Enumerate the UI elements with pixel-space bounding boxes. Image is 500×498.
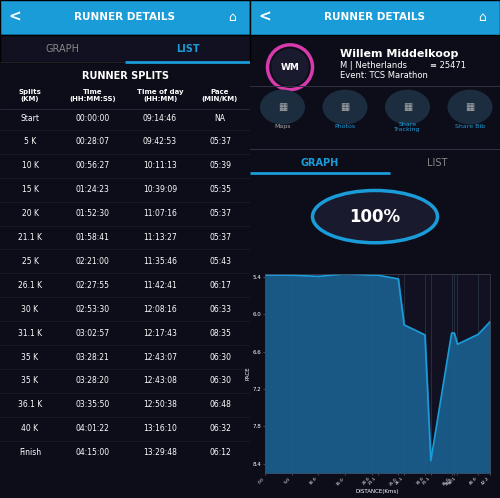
Text: 13:29:48: 13:29:48 bbox=[143, 448, 177, 457]
Text: 10:39:09: 10:39:09 bbox=[143, 185, 177, 194]
Ellipse shape bbox=[312, 191, 438, 243]
Text: Finish: Finish bbox=[19, 448, 41, 457]
Text: GRAPH: GRAPH bbox=[301, 158, 339, 168]
Text: Start: Start bbox=[20, 114, 40, 123]
Text: Maps: Maps bbox=[274, 124, 291, 129]
Text: ⌂: ⌂ bbox=[228, 11, 236, 24]
Text: Event: TCS Marathon: Event: TCS Marathon bbox=[340, 71, 428, 80]
Text: 05:35: 05:35 bbox=[209, 185, 231, 194]
Text: NA: NA bbox=[214, 114, 226, 123]
Text: 25 K: 25 K bbox=[22, 257, 38, 266]
Text: 40 K: 40 K bbox=[22, 424, 38, 433]
Text: Splits
(KM): Splits (KM) bbox=[18, 89, 42, 103]
Text: Share Bib: Share Bib bbox=[455, 124, 485, 129]
Text: Photos: Photos bbox=[334, 124, 355, 129]
Text: 30 K: 30 K bbox=[22, 305, 38, 314]
Text: 15 K: 15 K bbox=[22, 185, 38, 194]
Text: 05:37: 05:37 bbox=[209, 233, 231, 242]
Text: 5 K: 5 K bbox=[24, 137, 36, 146]
Text: LIST: LIST bbox=[176, 44, 200, 54]
Text: 12:08:16: 12:08:16 bbox=[143, 305, 177, 314]
Text: Time of day
(HH:MM): Time of day (HH:MM) bbox=[136, 89, 184, 103]
Text: WM: WM bbox=[280, 63, 299, 72]
Ellipse shape bbox=[385, 90, 430, 124]
Text: 05:39: 05:39 bbox=[209, 161, 231, 170]
Text: 04:15:00: 04:15:00 bbox=[76, 448, 110, 457]
Text: 12:50:38: 12:50:38 bbox=[143, 400, 177, 409]
Text: 11:07:16: 11:07:16 bbox=[143, 209, 177, 218]
Text: ▦: ▦ bbox=[466, 102, 474, 112]
Text: 20 K: 20 K bbox=[22, 209, 38, 218]
Text: 06:48: 06:48 bbox=[209, 400, 231, 409]
Text: 11:35:46: 11:35:46 bbox=[143, 257, 177, 266]
Text: 11:42:41: 11:42:41 bbox=[143, 281, 177, 290]
Text: ▦: ▦ bbox=[278, 102, 287, 112]
Text: 08:35: 08:35 bbox=[209, 329, 231, 338]
FancyBboxPatch shape bbox=[250, 0, 500, 35]
Text: RUNNER DETAILS: RUNNER DETAILS bbox=[74, 12, 176, 22]
Text: 06:30: 06:30 bbox=[209, 376, 231, 385]
Text: 01:24:23: 01:24:23 bbox=[76, 185, 110, 194]
FancyBboxPatch shape bbox=[0, 0, 250, 35]
Text: 13:16:10: 13:16:10 bbox=[143, 424, 177, 433]
FancyBboxPatch shape bbox=[0, 35, 250, 62]
Ellipse shape bbox=[448, 90, 492, 124]
Text: 00:56:27: 00:56:27 bbox=[76, 161, 110, 170]
Text: GRAPH: GRAPH bbox=[46, 44, 80, 54]
Text: 10 K: 10 K bbox=[22, 161, 38, 170]
Text: ≡ 25471: ≡ 25471 bbox=[430, 61, 466, 70]
Text: 12:43:07: 12:43:07 bbox=[143, 353, 177, 362]
Text: 10:11:13: 10:11:13 bbox=[143, 161, 177, 170]
Text: 09:42:53: 09:42:53 bbox=[143, 137, 177, 146]
Text: 03:35:50: 03:35:50 bbox=[76, 400, 110, 409]
Text: Pace
(MIN/KM): Pace (MIN/KM) bbox=[202, 89, 238, 103]
Text: 06:30: 06:30 bbox=[209, 353, 231, 362]
Text: 06:12: 06:12 bbox=[209, 448, 231, 457]
Text: <: < bbox=[258, 10, 272, 25]
Text: 35 K: 35 K bbox=[22, 353, 38, 362]
Text: 05:37: 05:37 bbox=[209, 137, 231, 146]
Text: 05:43: 05:43 bbox=[209, 257, 231, 266]
Text: 00:00:00: 00:00:00 bbox=[76, 114, 110, 123]
Text: 35 K: 35 K bbox=[22, 376, 38, 385]
Text: 04:01:22: 04:01:22 bbox=[76, 424, 110, 433]
Text: M | Netherlands: M | Netherlands bbox=[340, 61, 407, 70]
Text: 12:43:08: 12:43:08 bbox=[143, 376, 177, 385]
Ellipse shape bbox=[322, 90, 368, 124]
Text: 09:14:46: 09:14:46 bbox=[143, 114, 177, 123]
Text: 03:02:57: 03:02:57 bbox=[76, 329, 110, 338]
Text: 31.1 K: 31.1 K bbox=[18, 329, 42, 338]
Text: 26.1 K: 26.1 K bbox=[18, 281, 42, 290]
Text: 12:17:43: 12:17:43 bbox=[143, 329, 177, 338]
Text: 100%: 100% bbox=[350, 208, 401, 226]
Text: ⌂: ⌂ bbox=[478, 11, 486, 24]
Ellipse shape bbox=[260, 90, 305, 124]
Text: ▦: ▦ bbox=[403, 102, 412, 112]
Text: <: < bbox=[8, 10, 22, 25]
Text: Time
(HH:MM:SS): Time (HH:MM:SS) bbox=[69, 89, 116, 103]
Text: 02:21:00: 02:21:00 bbox=[76, 257, 110, 266]
Text: RUNNER DETAILS: RUNNER DETAILS bbox=[324, 12, 426, 22]
Text: 06:33: 06:33 bbox=[209, 305, 231, 314]
Text: 05:37: 05:37 bbox=[209, 209, 231, 218]
Text: 02:53:30: 02:53:30 bbox=[76, 305, 110, 314]
Text: 01:52:30: 01:52:30 bbox=[76, 209, 110, 218]
Text: 03:28:21: 03:28:21 bbox=[76, 353, 110, 362]
Text: Share
Tracking: Share Tracking bbox=[394, 122, 421, 132]
Text: RUNNER SPLITS: RUNNER SPLITS bbox=[82, 71, 168, 81]
Text: 11:13:27: 11:13:27 bbox=[143, 233, 177, 242]
Text: 01:58:41: 01:58:41 bbox=[76, 233, 110, 242]
Text: 06:32: 06:32 bbox=[209, 424, 231, 433]
Text: 02:27:55: 02:27:55 bbox=[76, 281, 110, 290]
Text: 03:28:20: 03:28:20 bbox=[76, 376, 110, 385]
Text: 00:28:07: 00:28:07 bbox=[76, 137, 110, 146]
Text: 36.1 K: 36.1 K bbox=[18, 400, 42, 409]
Ellipse shape bbox=[271, 49, 309, 86]
Text: ▦: ▦ bbox=[340, 102, 349, 112]
Text: 06:17: 06:17 bbox=[209, 281, 231, 290]
Text: LIST: LIST bbox=[428, 158, 448, 168]
Text: 21.1 K: 21.1 K bbox=[18, 233, 42, 242]
Text: Willem Middelkoop: Willem Middelkoop bbox=[340, 49, 458, 59]
